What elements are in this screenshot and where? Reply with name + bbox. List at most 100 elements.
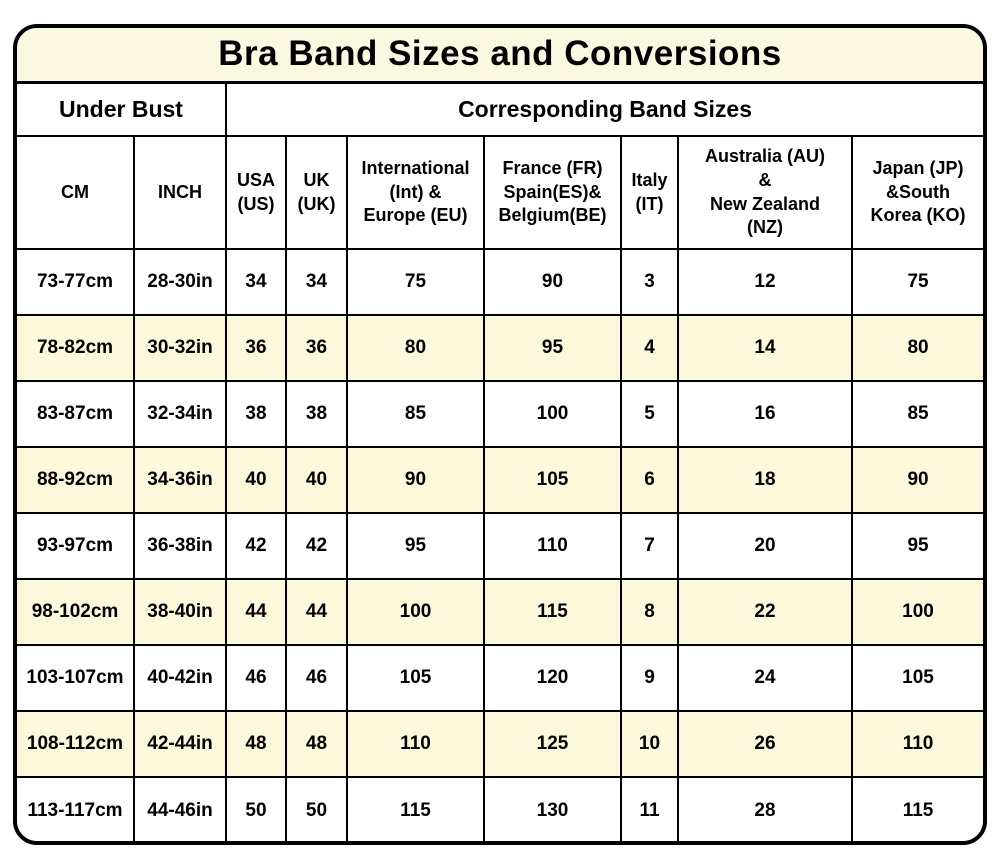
table-cell: 113-117cm xyxy=(17,776,135,841)
table-cell: 10 xyxy=(620,710,679,778)
column-header-france-spain-belgium: France (FR) Spain(ES)& Belgium(BE) xyxy=(483,135,622,250)
table-cell: 8 xyxy=(620,578,679,646)
table-cell: 105 xyxy=(483,446,622,514)
table-cell: 12 xyxy=(677,248,853,316)
table-cell: 9 xyxy=(620,644,679,712)
table-cell: 83-87cm xyxy=(17,380,135,448)
group-header-band-sizes: Corresponding Band Sizes xyxy=(224,81,983,137)
table-title: Bra Band Sizes and Conversions xyxy=(17,28,983,84)
column-header-japan-south-korea: Japan (JP) &South Korea (KO) xyxy=(850,135,983,250)
table-cell: 73-77cm xyxy=(17,248,135,316)
table-cell: 30-32in xyxy=(133,314,227,382)
table-cell: 4 xyxy=(620,314,679,382)
table-cell: 50 xyxy=(285,776,348,841)
table-cell: 38 xyxy=(225,380,287,448)
table-cell: 38-40in xyxy=(133,578,227,646)
table-cell: 100 xyxy=(850,578,983,646)
table-cell: 34-36in xyxy=(133,446,227,514)
table-cell: 3 xyxy=(620,248,679,316)
table-cell: 44 xyxy=(285,578,348,646)
table-row: 113-117cm 44-46in 50 50 115 130 11 28 115 xyxy=(17,776,983,841)
table-cell: 90 xyxy=(483,248,622,316)
table-cell: 42 xyxy=(285,512,348,580)
column-header-italy: Italy (IT) xyxy=(620,135,679,250)
table-cell: 110 xyxy=(346,710,485,778)
column-header-usa: USA (US) xyxy=(225,135,287,250)
table-cell: 42 xyxy=(225,512,287,580)
table-cell: 16 xyxy=(677,380,853,448)
table-cell: 93-97cm xyxy=(17,512,135,580)
table-cell: 26 xyxy=(677,710,853,778)
table-cell: 105 xyxy=(850,644,983,712)
group-header-row: Under Bust Corresponding Band Sizes xyxy=(17,81,983,137)
table-cell: 90 xyxy=(850,446,983,514)
bra-band-conversion-table: Bra Band Sizes and Conversions Under Bus… xyxy=(17,28,983,841)
table-cell: 50 xyxy=(225,776,287,841)
table-cell: 85 xyxy=(850,380,983,448)
table-cell: 100 xyxy=(483,380,622,448)
table-row: 78-82cm 30-32in 36 36 80 95 4 14 80 xyxy=(17,314,983,382)
column-header-international-europe: International (Int) & Europe (EU) xyxy=(346,135,485,250)
table-cell: 28-30in xyxy=(133,248,227,316)
table-row: 98-102cm 38-40in 44 44 100 115 8 22 100 xyxy=(17,578,983,646)
table-cell: 75 xyxy=(850,248,983,316)
table-cell: 78-82cm xyxy=(17,314,135,382)
table-cell: 100 xyxy=(346,578,485,646)
table-cell: 40-42in xyxy=(133,644,227,712)
table-cell: 110 xyxy=(483,512,622,580)
table-cell: 22 xyxy=(677,578,853,646)
table-cell: 34 xyxy=(225,248,287,316)
table-cell: 108-112cm xyxy=(17,710,135,778)
table-cell: 40 xyxy=(225,446,287,514)
table-cell: 5 xyxy=(620,380,679,448)
group-header-under-bust: Under Bust xyxy=(17,81,227,137)
table-cell: 46 xyxy=(225,644,287,712)
table-cell: 44 xyxy=(225,578,287,646)
conversion-table-card: Bra Band Sizes and Conversions Under Bus… xyxy=(13,24,987,845)
table-cell: 36 xyxy=(225,314,287,382)
table-cell: 80 xyxy=(346,314,485,382)
table-row: 83-87cm 32-34in 38 38 85 100 5 16 85 xyxy=(17,380,983,448)
table-cell: 6 xyxy=(620,446,679,514)
table-row: 88-92cm 34-36in 40 40 90 105 6 18 90 xyxy=(17,446,983,514)
table-cell: 105 xyxy=(346,644,485,712)
table-cell: 42-44in xyxy=(133,710,227,778)
table-cell: 115 xyxy=(483,578,622,646)
table-cell: 80 xyxy=(850,314,983,382)
table-cell: 125 xyxy=(483,710,622,778)
table-body: 73-77cm 28-30in 34 34 75 90 3 12 75 78-82cm 30-32i… xyxy=(17,248,983,841)
table-cell: 90 xyxy=(346,446,485,514)
table-cell: 28 xyxy=(677,776,853,841)
table-cell: 32-34in xyxy=(133,380,227,448)
table-cell: 24 xyxy=(677,644,853,712)
title-row: Bra Band Sizes and Conversions xyxy=(17,28,983,84)
table-cell: 88-92cm xyxy=(17,446,135,514)
table-cell: 18 xyxy=(677,446,853,514)
table-cell: 98-102cm xyxy=(17,578,135,646)
column-header-inch: INCH xyxy=(133,135,227,250)
column-header-australia-new-zealand: Australia (AU) & New Zealand (NZ) xyxy=(677,135,853,250)
table-cell: 11 xyxy=(620,776,679,841)
table-cell: 7 xyxy=(620,512,679,580)
table-cell: 85 xyxy=(346,380,485,448)
table-cell: 34 xyxy=(285,248,348,316)
table-cell: 120 xyxy=(483,644,622,712)
table-cell: 36-38in xyxy=(133,512,227,580)
table-cell: 115 xyxy=(850,776,983,841)
table-cell: 20 xyxy=(677,512,853,580)
table-cell: 115 xyxy=(346,776,485,841)
table-cell: 40 xyxy=(285,446,348,514)
table-cell: 75 xyxy=(346,248,485,316)
column-header-row: CM INCH USA (US) UK (UK) International (… xyxy=(17,135,983,250)
table-row: 103-107cm 40-42in 46 46 105 120 9 24 105 xyxy=(17,644,983,712)
table-cell: 95 xyxy=(850,512,983,580)
table-cell: 103-107cm xyxy=(17,644,135,712)
table-cell: 14 xyxy=(677,314,853,382)
table-cell: 48 xyxy=(285,710,348,778)
table-cell: 95 xyxy=(346,512,485,580)
column-header-cm: CM xyxy=(17,135,135,250)
table-cell: 36 xyxy=(285,314,348,382)
table-cell: 38 xyxy=(285,380,348,448)
table-cell: 110 xyxy=(850,710,983,778)
